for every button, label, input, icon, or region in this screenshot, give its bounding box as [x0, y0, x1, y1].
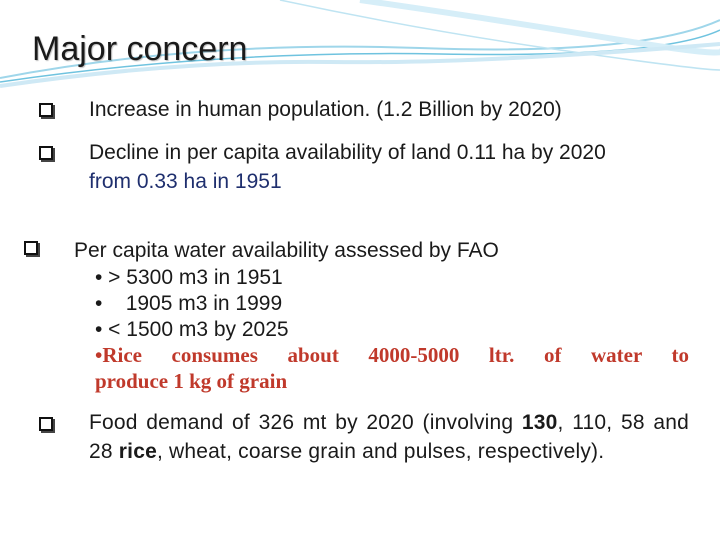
point-land-line1: Decline in per capita availability of la…: [89, 141, 606, 164]
food-demand-bold-rice: rice: [118, 440, 157, 463]
food-demand-bold-130: 130: [521, 411, 558, 434]
food-demand-text-c: , wheat, coarse grain and pulses, respec…: [156, 440, 605, 463]
food-demand-text-b: , 110, 58 and 28: [89, 411, 689, 463]
food-demand-text-a: Food demand of 326 mt by 2020 (involving: [89, 411, 522, 434]
water-sub-1951: • > 5300 m3 in 1951: [95, 266, 283, 289]
water-sub-1999: • 1905 m3 in 1999: [95, 292, 283, 315]
checkbox-bullet-icon: [39, 417, 53, 431]
point-water: Per capita water availability assessed b…: [74, 239, 499, 262]
checkbox-bullet-icon: [39, 146, 53, 160]
rice-water-highlight-line2: produce 1 kg of grain: [95, 369, 288, 393]
checkbox-bullet-icon: [39, 103, 53, 117]
point-population: Increase in human population. (1.2 Billi…: [89, 98, 562, 121]
rice-water-highlight-line1: •Rice consumes about 4000-5000 ltr. of w…: [95, 343, 689, 367]
water-sub-2025: • < 1500 m3 by 2025: [95, 318, 289, 341]
checkbox-bullet-icon: [24, 241, 38, 255]
point-food-demand: Food demand of 326 mt by 2020 (involving…: [89, 408, 689, 466]
slide-title: Major concern: [32, 30, 248, 68]
header-wave-decoration: [0, 0, 720, 88]
point-land-line2: from 0.33 ha in 1951: [89, 170, 282, 193]
